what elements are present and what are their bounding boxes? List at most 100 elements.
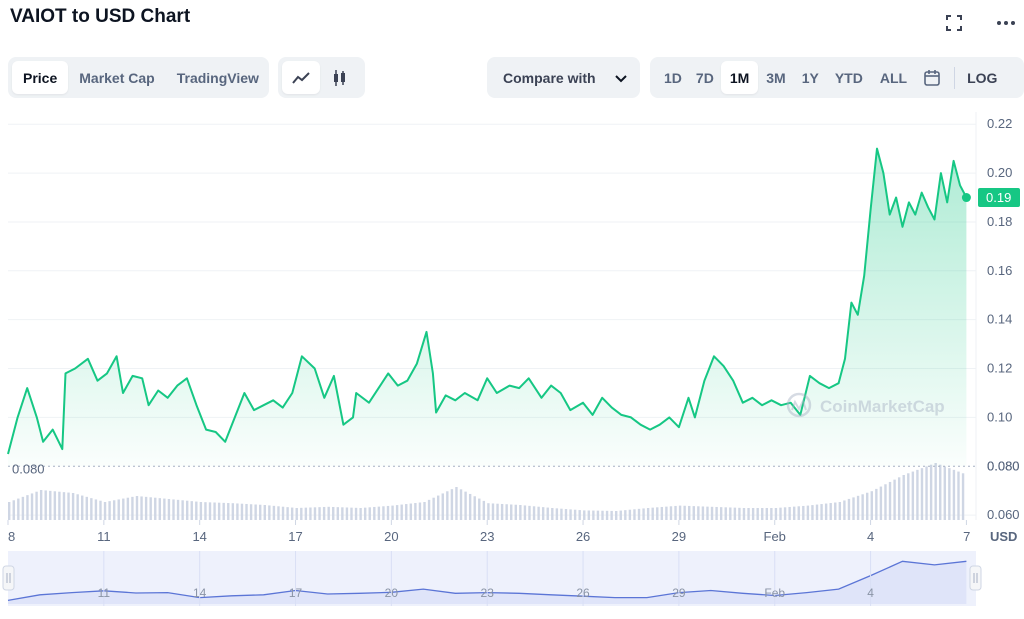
volume-bar: [62, 492, 66, 520]
volume-bar: [181, 500, 184, 520]
range-1m[interactable]: 1M: [720, 61, 759, 94]
volume-bar: [715, 506, 718, 520]
x-tick-label: 23: [480, 529, 494, 544]
x-tick-label: 26: [576, 529, 590, 544]
volume-bar: [697, 506, 700, 520]
volume-bar: [856, 495, 860, 520]
y-tick-label: 0.060: [987, 507, 1020, 522]
volume-bar: [651, 507, 654, 520]
volume-bar: [646, 508, 650, 520]
volume-bar: [624, 510, 627, 520]
volume-bar: [172, 499, 175, 520]
y-tick-label: 0.18: [987, 214, 1012, 229]
current-price-box: [978, 188, 1020, 208]
volume-bar: [614, 511, 618, 520]
volume-bar: [400, 504, 403, 520]
volume-bar: [167, 499, 171, 520]
volume-bar: [49, 490, 52, 520]
volume-bar: [948, 468, 951, 520]
x-tick-label: 14: [192, 529, 206, 544]
volume-bar: [564, 509, 568, 520]
x-tick-label: 29: [672, 529, 686, 544]
volume-bar: [519, 505, 522, 520]
calendar-button[interactable]: [916, 61, 948, 94]
volume-bar: [158, 498, 162, 520]
volume-bar: [875, 488, 878, 520]
volume-bar: [135, 496, 139, 520]
volume-bar: [688, 505, 691, 520]
volume-bar: [345, 507, 349, 520]
volume-bar: [907, 473, 910, 520]
y-tick-label: 0.12: [987, 361, 1012, 376]
volume-bar: [85, 496, 88, 520]
range-1d[interactable]: 1D: [664, 69, 682, 86]
volume-bar: [67, 492, 70, 520]
navigator[interactable]: 11 14 17 20 23 26 29 Feb 4: [2, 551, 982, 606]
volume-bar: [820, 504, 823, 520]
range-3m[interactable]: 3M: [766, 69, 786, 86]
volume-bar: [879, 486, 883, 520]
volume-bar: [546, 507, 549, 520]
volume-bar: [185, 500, 189, 520]
volume-bar: [30, 493, 34, 520]
volume-bar: [341, 507, 344, 520]
volume-bar: [117, 499, 120, 520]
volume-bar: [213, 502, 216, 520]
navigator-left-handle[interactable]: [2, 565, 15, 591]
volume-bar: [747, 508, 750, 520]
volume-bar: [888, 481, 892, 520]
volume-bar: [427, 499, 431, 520]
fullscreen-icon[interactable]: [943, 12, 965, 34]
volume-bar: [468, 493, 472, 520]
volume-bar: [788, 506, 791, 520]
navigator-tick-label: 4: [867, 586, 874, 600]
volume-bar: [770, 508, 773, 520]
volume-bar: [441, 493, 444, 520]
page-title: VAIOT to USD Chart: [10, 6, 191, 27]
log-toggle[interactable]: LOG: [967, 69, 998, 86]
volume-bar: [587, 510, 591, 520]
volume-bar: [473, 496, 476, 520]
volume-bar: [195, 501, 198, 520]
volume-bar: [395, 505, 399, 520]
y-tick-label: 0.14: [987, 312, 1012, 327]
price-area: [8, 148, 967, 467]
range-1y[interactable]: 1Y: [801, 69, 819, 86]
volume-bar: [131, 496, 134, 520]
tab-price[interactable]: Price: [12, 61, 69, 94]
volume-bar: [610, 510, 613, 520]
volume-bar: [44, 490, 47, 520]
tab-tradingview[interactable]: TradingView: [176, 69, 259, 86]
volume-bar: [21, 496, 25, 520]
watermark: CoinMarketCap: [786, 392, 945, 418]
candlestick-button[interactable]: [320, 61, 360, 94]
volume-bar: [692, 506, 695, 520]
baseline-label: 0.080: [12, 461, 45, 476]
volume-bar: [236, 503, 239, 520]
volume-bar: [423, 502, 426, 520]
volume-bar: [386, 505, 390, 520]
range-ytd[interactable]: YTD: [834, 69, 863, 86]
tab-market-cap[interactable]: Market Cap: [79, 69, 155, 86]
range-7d[interactable]: 7D: [695, 69, 714, 86]
volume-bar: [555, 508, 559, 520]
volume-bar: [605, 510, 609, 520]
volume-bar: [217, 502, 221, 520]
volume-bar: [39, 490, 43, 520]
divider: [954, 66, 956, 89]
volume-bar: [491, 503, 495, 520]
volume-bar: [665, 506, 668, 520]
line-chart-button[interactable]: [282, 61, 320, 94]
range-all[interactable]: ALL: [879, 69, 908, 86]
more-icon[interactable]: [995, 12, 1017, 34]
compare-with-dropdown[interactable]: Compare with: [487, 57, 640, 98]
volume-bar: [528, 505, 531, 520]
volume-bar: [409, 503, 413, 520]
navigator-right-handle[interactable]: [969, 565, 982, 591]
volume-bar: [815, 504, 819, 520]
volume-bar: [957, 471, 960, 520]
volume-bar: [327, 506, 330, 520]
volume-bar: [249, 504, 253, 520]
volume-bar: [824, 503, 828, 520]
